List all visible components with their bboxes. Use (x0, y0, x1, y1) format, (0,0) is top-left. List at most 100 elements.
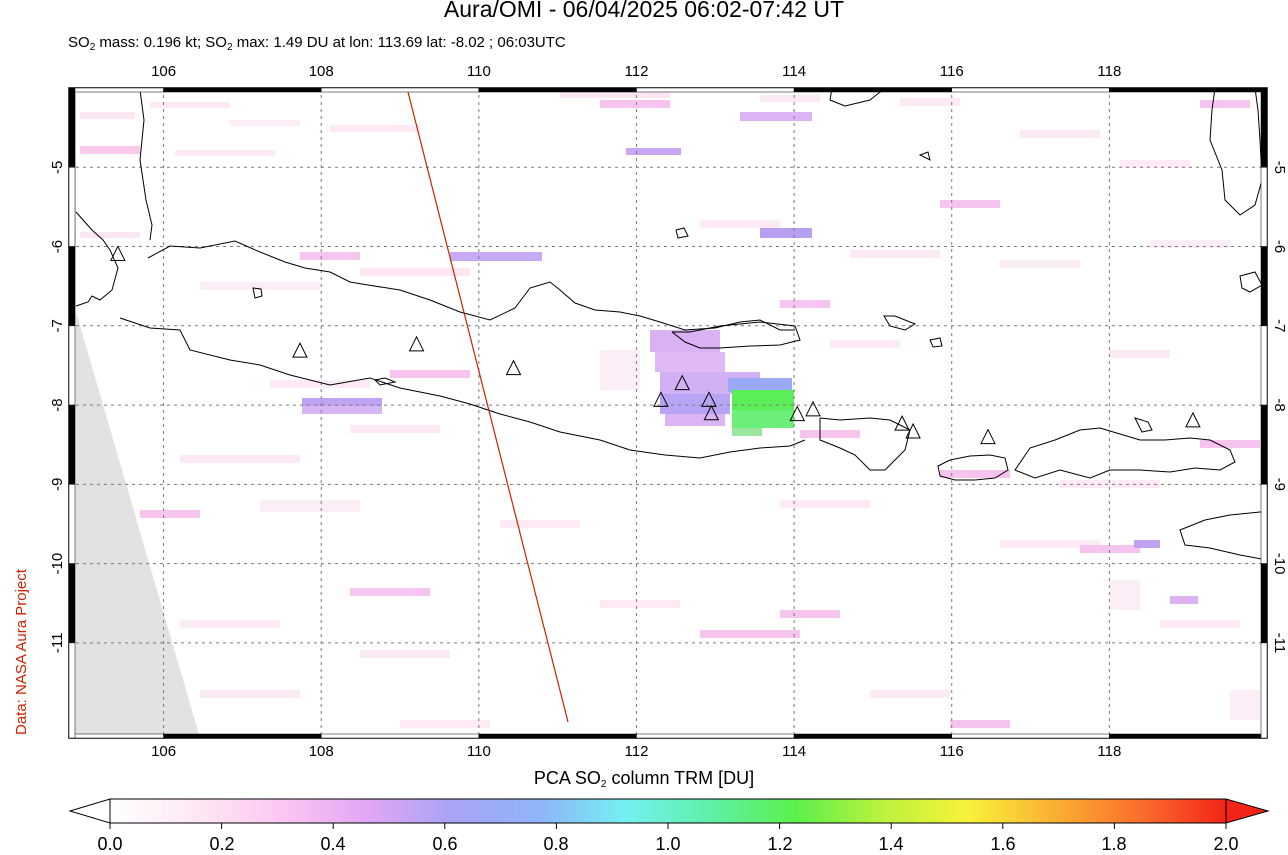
frame-bar (163, 733, 322, 739)
lon-tick-label-top: 112 (625, 63, 649, 80)
so2-pixel (230, 120, 300, 126)
orbit-track-line (406, 88, 569, 723)
lat-tick-label-left: -5 (49, 161, 66, 174)
lon-tick-label-bottom: 106 (151, 743, 176, 760)
so2-pixel (850, 250, 940, 258)
volcano-marker (1185, 411, 1201, 428)
volcano-marker (505, 359, 522, 376)
so2-pixel (80, 146, 140, 154)
so2-pixel-elevated (302, 398, 382, 407)
frame-bar (793, 733, 952, 739)
lat-tick-label-right: -9 (1271, 478, 1288, 491)
coastline-islet (1239, 271, 1263, 293)
frame-bar (1260, 325, 1268, 406)
frame-bar (1260, 404, 1268, 485)
so2-pixel (560, 90, 670, 98)
so2-pixel (780, 500, 870, 508)
so2-pixel-elevated (1134, 540, 1160, 548)
frame-bar (636, 733, 795, 739)
map-frame-bars (68, 87, 1268, 739)
colorbar-over-arrow (1225, 798, 1270, 824)
frame-bar (1260, 167, 1268, 247)
lat-tick-label-left: -8 (49, 398, 66, 411)
so2-pixel (270, 380, 370, 388)
colorbar-title-text: column TRM [DU] (606, 768, 755, 788)
so2-pixel (700, 630, 800, 638)
so2-pixel (1160, 620, 1240, 628)
frame-bar (478, 87, 637, 93)
lon-labels-bottom: 106 108 110 112 114 116 118 (151, 743, 1121, 760)
so2-pixel (760, 95, 820, 102)
colorbar-tick-label: 0.6 (432, 834, 458, 854)
frame-bar (1260, 563, 1268, 644)
so2-pixel (1110, 580, 1140, 610)
coastline-sumba (1179, 511, 1267, 561)
volcano-marker (789, 405, 806, 422)
so2-pixel (600, 100, 670, 108)
colorbar-tick-label: 2.0 (1213, 834, 1239, 854)
so2-pixel (175, 150, 275, 156)
colorbar-title-subscript: 2 (600, 779, 607, 790)
so2-pixel (1000, 540, 1100, 548)
so2-pixel-elevated (665, 414, 725, 426)
lat-tick-label-right: -7 (1271, 319, 1288, 332)
colorbar (68, 798, 1270, 829)
so2-pixel (1110, 350, 1170, 358)
volcano-marker (805, 400, 821, 417)
frame-bar (951, 733, 1110, 739)
lon-tick-label-top: 110 (467, 63, 491, 80)
so2-pixel (140, 510, 200, 518)
so2-pixel (1230, 690, 1260, 720)
so2-pixel (950, 720, 1010, 728)
coastline-sumatra-east (139, 89, 153, 241)
so2-pixel (940, 470, 1010, 478)
so2-pixel (1120, 160, 1190, 168)
coastline-islet (675, 227, 689, 239)
so2-pixel (400, 720, 490, 728)
coastline-islet (929, 337, 943, 348)
frame-bar (636, 87, 795, 93)
colorbar-tickmarks (109, 823, 1227, 829)
lon-tick-label-top: 108 (309, 63, 334, 80)
so2-pixel (150, 102, 230, 108)
so2-pixel (350, 588, 430, 596)
frame-bar (68, 404, 76, 485)
volcano-marker (703, 404, 720, 421)
frame-bar (1260, 246, 1268, 327)
so2-pixel (870, 690, 950, 698)
lon-labels-top: 106 108 110 112 114 116 118 (151, 63, 1121, 80)
frame-bar (68, 325, 76, 406)
so2-pixel (780, 610, 840, 618)
subtitle-mass-subscript: 2 (89, 42, 96, 53)
frame-bar (68, 246, 76, 327)
coastlines (75, 88, 1267, 561)
coastline-java-north (147, 240, 795, 331)
lon-tick-label-bottom: 112 (625, 743, 649, 760)
lon-tick-label-bottom: 116 (940, 743, 964, 760)
so2-pixel (350, 425, 440, 433)
volcano-marker (905, 422, 921, 439)
so2-pixel (260, 500, 360, 512)
lon-tick-label-top: 118 (1097, 63, 1121, 80)
lat-labels-right: -5 -6 -7 -8 -9 -10 -11 (1271, 161, 1288, 654)
so2-pixel (200, 282, 320, 290)
volcano-markers (110, 245, 1201, 445)
so2-pixel-elevated (1170, 596, 1198, 604)
frame-bar (1260, 87, 1268, 168)
coastline-java-south (119, 317, 806, 459)
frame-bar (951, 87, 1110, 93)
coastline-islet (373, 377, 397, 386)
colorbar-tick-label: 1.2 (767, 834, 793, 854)
so2-pixel-high (732, 410, 794, 428)
frame-bar (793, 87, 952, 93)
so2-pixel (800, 430, 860, 438)
so2-pixel (1080, 545, 1140, 553)
subtitle-max-text: max: 1.49 DU at lon: 113.69 lat: -8.02 ;… (232, 34, 566, 51)
so2-pixel-elevated (740, 112, 812, 121)
so2-pixel (780, 300, 830, 308)
frame-bar (320, 87, 480, 93)
so2-pixel (200, 690, 300, 698)
so2-pixel (600, 350, 640, 390)
volcano-marker (653, 391, 669, 407)
